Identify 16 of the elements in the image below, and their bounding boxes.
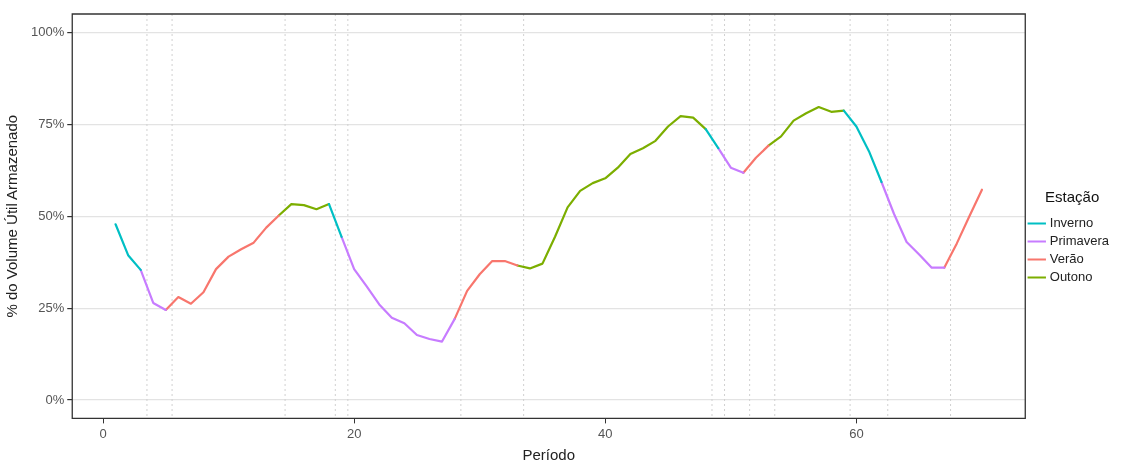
legend-label: Outono [1049, 269, 1093, 285]
legend-label: Verão [1049, 251, 1084, 267]
y-tick-label: 100% [31, 23, 65, 39]
legend-title: Estação [1045, 187, 1100, 205]
x-tick-label: 20 [346, 425, 362, 441]
y-tick-label: 25% [38, 299, 65, 315]
legend-label: Primavera [1049, 233, 1110, 249]
x-tick-label: 60 [849, 425, 864, 441]
y-axis-title: % do Volume Útil Armazenado [3, 114, 21, 318]
x-axis-title: Período [522, 446, 576, 464]
x-tick-label: 40 [598, 425, 613, 441]
legend-label: Inverno [1049, 215, 1094, 231]
y-tick-label: 75% [38, 115, 65, 131]
y-tick-label: 0% [45, 391, 65, 407]
y-tick-label: 50% [38, 207, 65, 223]
x-tick-label: 0 [99, 425, 107, 441]
